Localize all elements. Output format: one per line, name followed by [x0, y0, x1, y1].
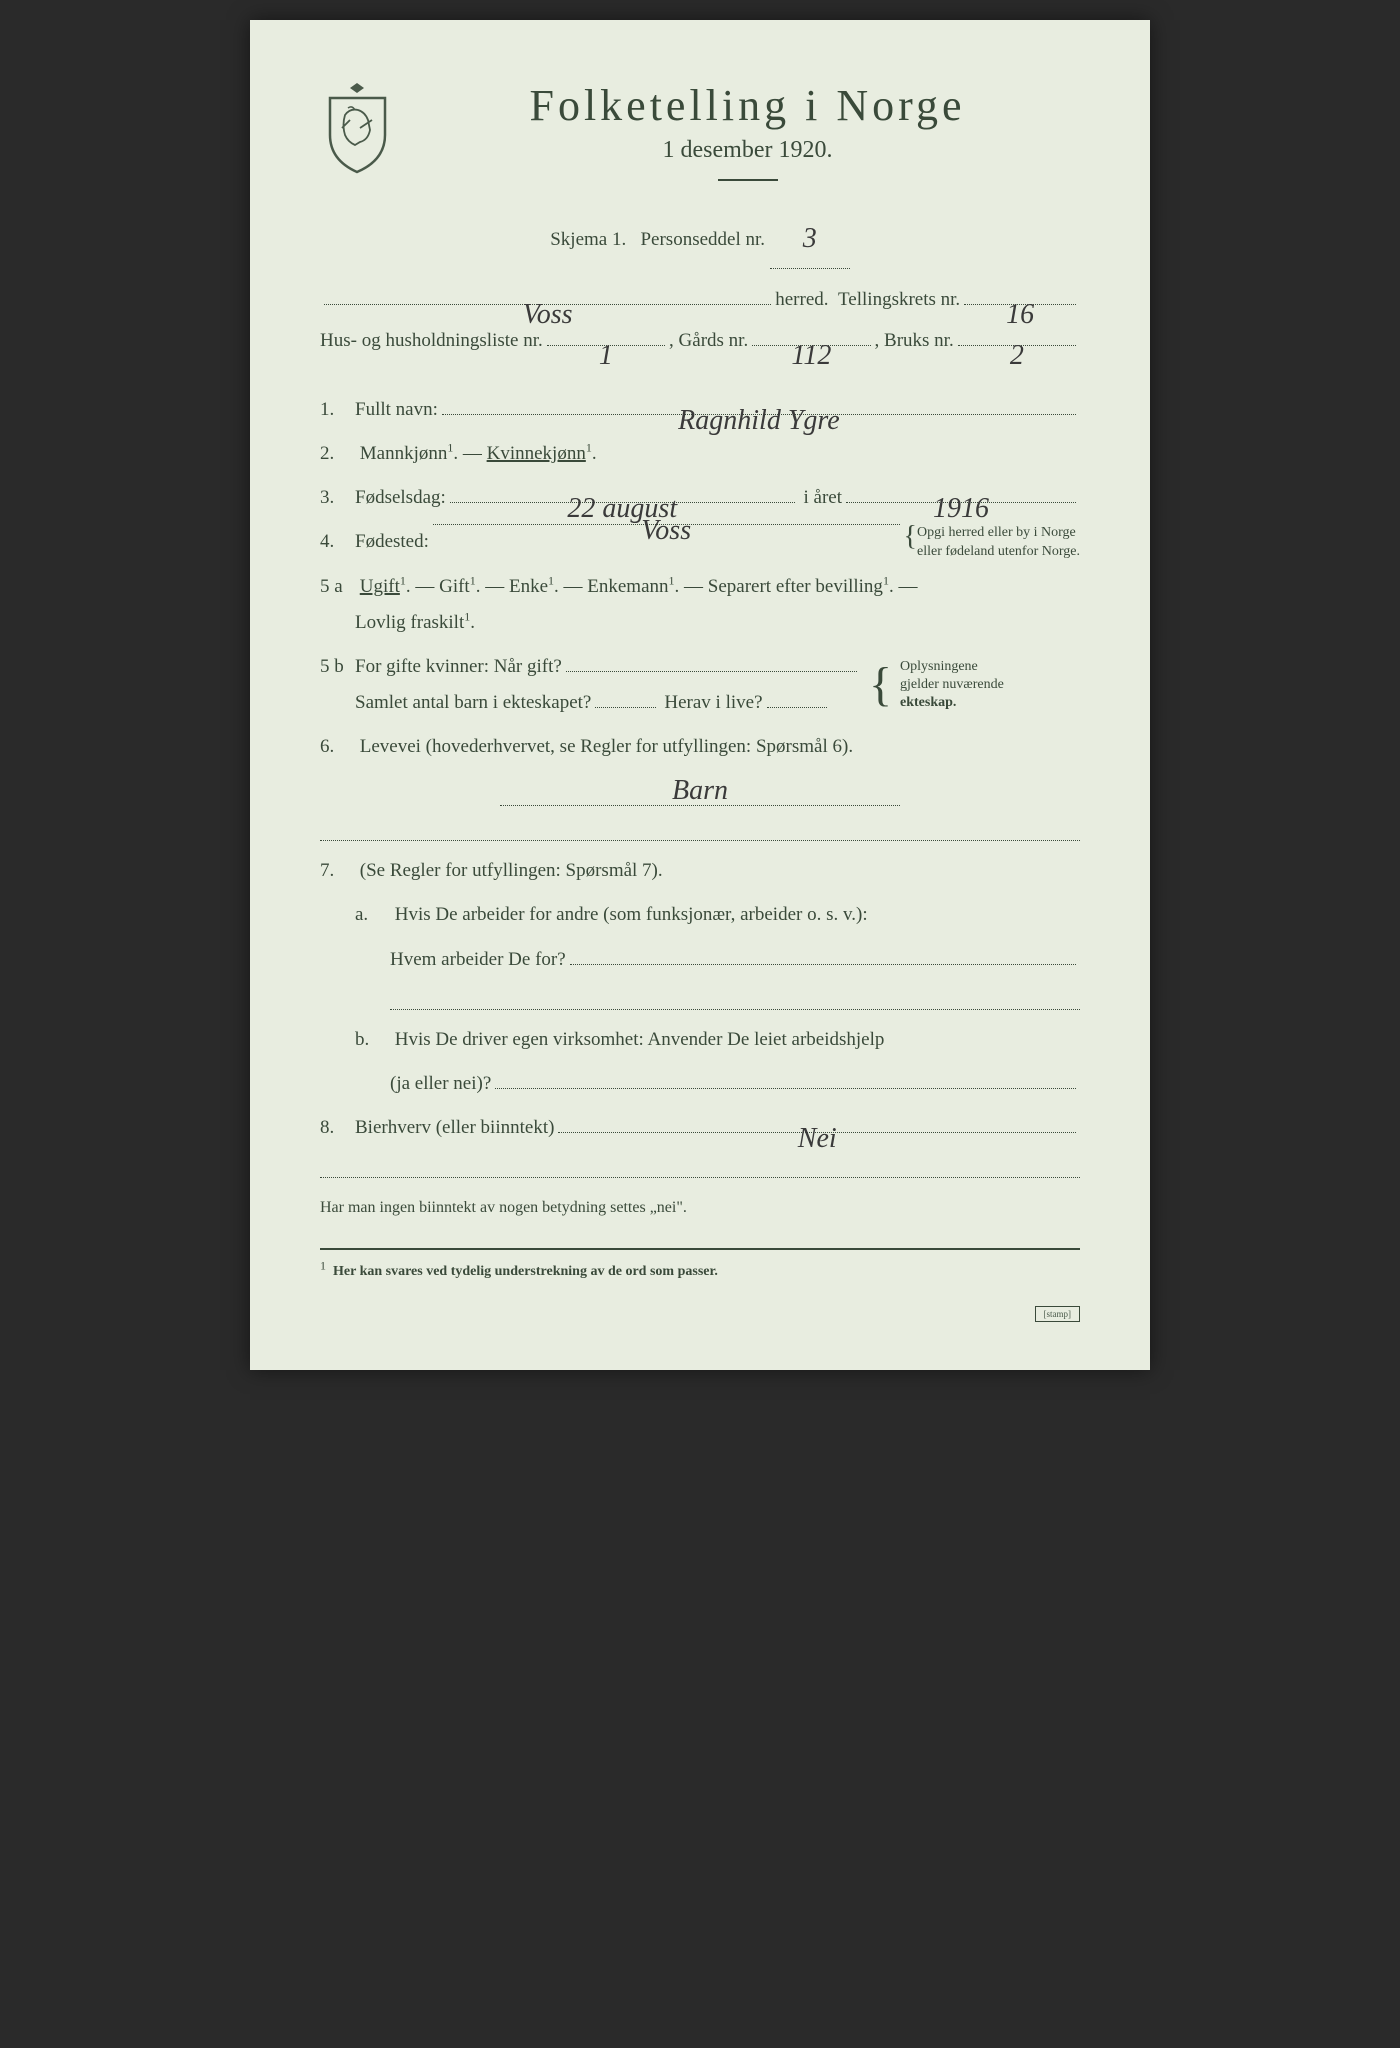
q6-num: 6.: [320, 729, 355, 765]
q7b-line2: (ja eller nei)?: [390, 1066, 491, 1102]
title-block: Folketelling i Norge 1 desember 1920.: [415, 80, 1080, 201]
q3-label: Fødselsdag:: [355, 480, 446, 516]
q7a-row: a. Hvis De arbeider for andre (som funks…: [320, 897, 1080, 933]
skjema-line: Skjema 1. Personseddel nr. 3: [320, 206, 1080, 269]
herred-value: Voss: [523, 284, 573, 346]
q7a-line1: Hvis De arbeider for andre (som funksjon…: [395, 904, 868, 925]
footnote-marker: 1: [320, 1258, 326, 1272]
q5a-opt5: Lovlig fraskilt: [355, 612, 464, 633]
q3-num: 3.: [320, 480, 355, 516]
q8-row: 8. Bierhverv (eller biinntekt) Nei: [320, 1110, 1080, 1146]
q6-answer: Barn: [320, 773, 1080, 806]
q5b-num: 5 b: [320, 649, 355, 685]
blank-line: [320, 821, 1080, 841]
q8-num: 8.: [320, 1110, 355, 1146]
q5a-opt0: Ugift: [360, 576, 400, 597]
q4-label: Fødested:: [355, 524, 429, 560]
main-title: Folketelling i Norge: [415, 80, 1080, 131]
bruks-label: Bruks nr.: [884, 320, 954, 362]
q7a-num: a.: [355, 897, 390, 933]
q3-year: 1916: [933, 482, 989, 535]
brace-icon: {: [869, 666, 892, 704]
personseddel-label: Personseddel nr.: [640, 229, 765, 250]
q5a-opt4: Separert efter bevilling: [708, 576, 883, 597]
q3-row: 3. Fødselsdag: 22 august i året 1916: [320, 480, 1080, 516]
q5b-row: 5 b For gifte kvinner: Når gift? Samlet …: [320, 649, 1080, 721]
footnote-text: Her kan svares ved tydelig understreknin…: [333, 1264, 718, 1279]
q3-year-label: i året: [804, 480, 843, 516]
census-form-page: Folketelling i Norge 1 desember 1920. Sk…: [250, 20, 1150, 1370]
q6-value: Barn: [672, 775, 728, 806]
blank-line-3: [320, 1158, 1080, 1178]
q4-value: Voss: [641, 504, 691, 557]
q1-num: 1.: [320, 392, 355, 428]
q5a-row: 5 a Ugift1. — Gift1. — Enke1. — Enkemann…: [320, 569, 1080, 641]
q5a-opt1: Gift: [439, 576, 470, 597]
title-divider: [718, 179, 778, 181]
tellingskrets-label: Tellingskrets nr.: [838, 279, 960, 321]
q5b-line2b: Herav i live?: [664, 685, 762, 721]
q5a-opt2: Enke: [509, 576, 548, 597]
gards-value: 112: [791, 325, 831, 387]
q7b-line2-row: (ja eller nei)?: [320, 1066, 1080, 1102]
q6-row: 6. Levevei (hovederhvervet, se Regler fo…: [320, 729, 1080, 765]
q5b-line2a: Samlet antal barn i ekteskapet?: [355, 685, 591, 721]
herred-label: herred.: [775, 279, 828, 321]
hus-label: Hus- og husholdningsliste nr.: [320, 320, 543, 362]
q5b-line1: For gifte kvinner: Når gift?: [355, 649, 562, 685]
q2-opt2: Kvinnekjønn: [487, 443, 586, 464]
personseddel-value: 3: [803, 223, 817, 254]
gards-label: Gårds nr.: [679, 320, 749, 362]
coat-of-arms-icon: [320, 80, 395, 175]
q5a-opt3: Enkemann: [587, 576, 668, 597]
q8-value: Nei: [798, 1112, 837, 1165]
q7a-line2-row: Hvem arbeider De for?: [320, 942, 1080, 978]
footnote-section: 1 Her kan svares ved tydelig understrekn…: [320, 1248, 1080, 1280]
q5a-num: 5 a: [320, 569, 355, 605]
q7-row: 7. (Se Regler for utfyllingen: Spørsmål …: [320, 853, 1080, 889]
q7b-row: b. Hvis De driver egen virksomhet: Anven…: [320, 1022, 1080, 1058]
bottom-note: Har man ingen biinntekt av nogen betydni…: [320, 1193, 1080, 1223]
q6-label: Levevei (hovederhvervet, se Regler for u…: [360, 736, 853, 757]
q4-num: 4.: [320, 524, 355, 560]
q1-value: Ragnhild Ygre: [678, 394, 840, 447]
q7a-line2: Hvem arbeider De for?: [390, 942, 566, 978]
q2-num: 2.: [320, 436, 355, 472]
herred-line: Voss herred. Tellingskrets nr. 16: [320, 279, 1080, 321]
date-line: 1 desember 1920.: [415, 137, 1080, 164]
q7b-line1: Hvis De driver egen virksomhet: Anvender…: [395, 1029, 885, 1050]
header: Folketelling i Norge 1 desember 1920.: [320, 80, 1080, 201]
bruks-value: 2: [1010, 325, 1024, 387]
hus-line: Hus- og husholdningsliste nr. 1, Gårds n…: [320, 320, 1080, 362]
q7-num: 7.: [320, 853, 355, 889]
blank-line-2: [390, 990, 1080, 1010]
q1-label: Fullt navn:: [355, 392, 438, 428]
q7b-num: b.: [355, 1022, 390, 1058]
q1-row: 1. Fullt navn: Ragnhild Ygre: [320, 392, 1080, 428]
archive-stamp: [stamp]: [1035, 1306, 1081, 1322]
q2-opt1: Mannkjønn: [360, 443, 448, 464]
hus-value: 1: [599, 325, 613, 387]
q7-label: (Se Regler for utfyllingen: Spørsmål 7).: [360, 860, 663, 881]
q5b-note: Oplysningene gjelder nuværende ekteskap.: [900, 658, 1080, 713]
q8-label: Bierhverv (eller biinntekt): [355, 1110, 554, 1146]
skjema-label: Skjema 1.: [550, 229, 626, 250]
